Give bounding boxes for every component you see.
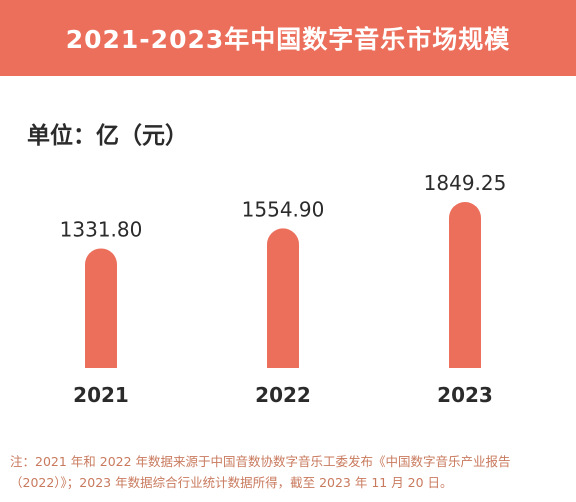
category-label-2023: 2023 [437,383,493,407]
unit-label: 单位：亿（元） [27,123,188,149]
category-label-2022: 2022 [255,383,311,407]
value-label-2023: 1849.25 [424,171,507,195]
bar-2023 [449,202,481,368]
bar-2021 [85,248,117,368]
category-label-2021: 2021 [73,383,129,407]
bar-chart: 1331.80 2021 1554.90 2022 1849.25 2023 [60,171,507,407]
footnote-line-1: 注：2021 年和 2022 年数据来源于中国音数协数字音乐工委发布《中国数字音… [10,454,511,469]
footnote-line-2: （2022）》；2023 年数据综合行业统计数据所得，截至 2023 年 11 … [10,475,453,490]
bar-2022 [267,228,299,368]
value-label-2021: 1331.80 [60,217,143,241]
chart-header: 2021-2023年中国数字音乐市场规模 [0,0,576,76]
chart-title: 2021-2023年中国数字音乐市场规模 [65,25,511,54]
footnote: 注：2021 年和 2022 年数据来源于中国音数协数字音乐工委发布《中国数字音… [10,451,570,493]
value-label-2022: 1554.90 [242,197,325,221]
